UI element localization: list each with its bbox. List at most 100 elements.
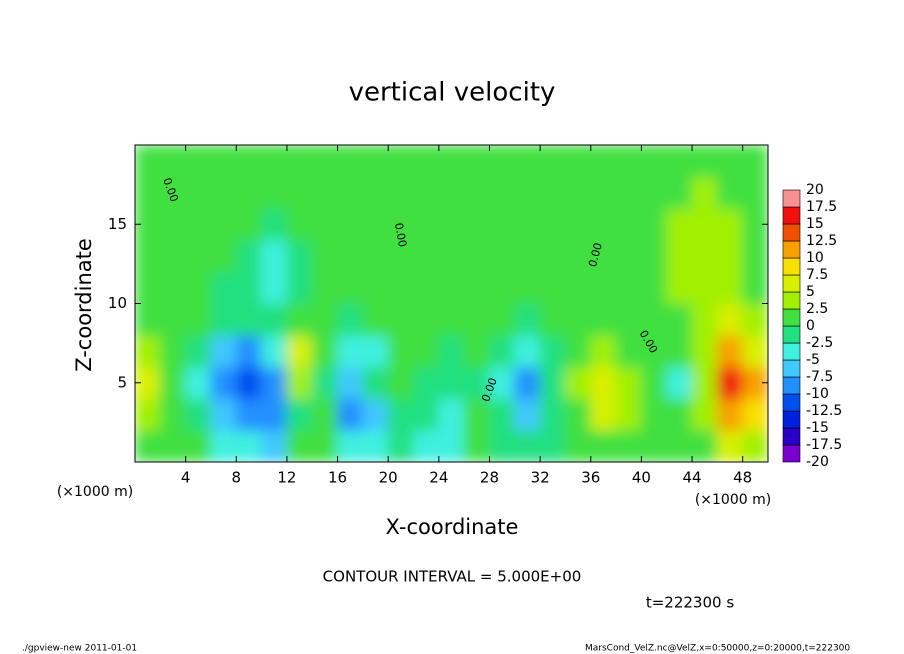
cell [615,366,642,400]
cell [691,334,718,368]
cell [362,239,389,273]
cell [640,366,668,400]
cell [463,271,490,304]
cell [691,207,718,241]
x-tick-label: 40 [632,469,651,487]
cell [438,176,465,209]
cell [286,239,313,273]
cell [261,366,288,400]
x-tick-label: 44 [682,469,701,487]
x-tick-label: 16 [328,469,347,487]
cell [539,429,566,462]
cell [337,366,364,400]
cell [514,366,541,400]
cell [413,366,440,400]
cell [640,334,668,368]
cell [159,303,187,336]
cell [362,398,389,431]
cell [590,145,617,178]
cell [135,334,161,368]
cell [235,334,263,368]
colorbar-label: 15 [806,216,824,232]
cell [235,429,263,462]
x-tick-label: 48 [733,469,752,487]
cell [539,239,566,273]
cell [640,239,668,273]
cell [564,207,592,241]
colorbar-band [782,291,801,310]
cell [210,398,237,431]
cell [742,271,768,304]
cell [539,398,566,431]
cell [387,429,415,462]
cell [210,207,237,241]
cell [640,271,668,304]
cell [615,271,642,304]
cell [488,271,516,304]
cell [413,145,440,178]
cell [488,207,516,241]
cell [716,271,744,304]
colorbar-label: -2.5 [806,335,833,351]
cell [564,303,592,336]
cell [539,303,566,336]
cell [463,429,490,462]
cell [311,271,339,304]
contour-label: 0.00 [586,241,605,268]
colorbar-band [782,223,801,242]
cell [640,429,668,462]
cell [615,303,642,336]
cell [261,429,288,462]
cell [488,398,516,431]
colorbar-label: 0 [806,318,815,334]
cell [286,271,313,304]
colorbar-label: -20 [806,454,829,470]
cell [463,303,490,336]
cell [311,176,339,209]
cell [666,366,693,400]
cell [716,207,744,241]
cell [387,176,415,209]
cell [286,334,313,368]
cells [135,145,768,462]
cell [514,398,541,431]
cell [691,429,718,462]
cell [438,334,465,368]
cell [691,303,718,336]
cell [210,366,237,400]
cell [640,145,668,178]
cell [135,398,161,431]
cell [235,176,263,209]
cell [311,398,339,431]
cell [387,239,415,273]
cell [590,429,617,462]
cell [590,303,617,336]
cell [488,239,516,273]
cell [362,334,389,368]
cell [135,145,161,178]
cell [159,207,187,241]
cell [463,239,490,273]
contour-label: 0.00 [392,222,409,248]
cell [640,398,668,431]
cell [261,334,288,368]
cell [159,429,187,462]
cell [615,176,642,209]
x-tick-label: 24 [429,469,448,487]
cell [159,398,187,431]
cell [666,145,693,178]
cell [666,207,693,241]
cell [311,429,339,462]
cell [286,366,313,400]
cell [564,429,592,462]
cell [235,271,263,304]
cell [488,145,516,178]
cell [286,303,313,336]
cell [362,176,389,209]
cell [286,176,313,209]
cell [135,239,161,273]
cell [438,366,465,400]
cell [286,145,313,178]
cell [261,145,288,178]
cell [666,176,693,209]
